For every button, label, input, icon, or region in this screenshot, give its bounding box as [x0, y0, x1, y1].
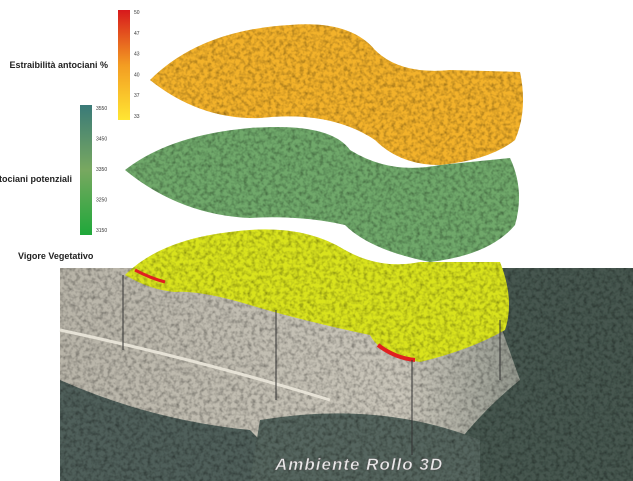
extractability-map: [150, 24, 524, 165]
drop-lines: [122, 275, 501, 455]
legend-tick: 37: [134, 93, 140, 99]
legend-tick: 3550: [96, 106, 107, 112]
legend-tick: 3250: [96, 198, 107, 204]
legend-tick: 33: [134, 114, 140, 120]
layer-title: Estraibilità antociani %: [9, 60, 108, 70]
hotspot: [134, 268, 166, 284]
layer-title: Antociani potenziali: [0, 174, 72, 184]
layer-title: Vigore Vegetativo: [18, 251, 94, 261]
legend-tick: 3150: [96, 228, 107, 234]
legend-tick: 47: [134, 31, 140, 37]
legend-bar: [80, 105, 92, 235]
vigour-map: [125, 229, 509, 362]
legend-bar: [118, 10, 130, 120]
legend-tick: 50: [134, 10, 140, 16]
legend-tick: 3350: [96, 167, 107, 173]
legend-tick: 43: [134, 52, 140, 58]
hotspot: [376, 343, 416, 362]
legend-tick: 3450: [96, 137, 107, 143]
footer: Ambiente Rollo 3D: [274, 455, 443, 474]
potential-map: [125, 126, 519, 262]
legend-tick: 40: [134, 72, 140, 78]
